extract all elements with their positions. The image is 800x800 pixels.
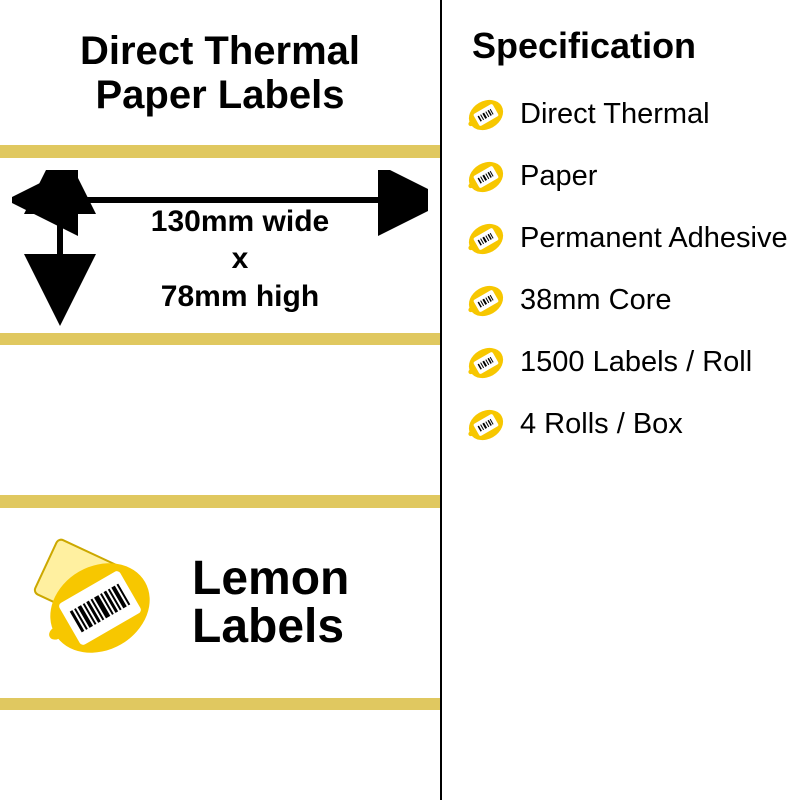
spec-item: 1500 Labels / Roll [462, 341, 790, 385]
spec-item-label: Paper [520, 160, 597, 193]
brand-name: Lemon Labels [192, 555, 349, 649]
label-gap [0, 145, 440, 158]
lemon-bullet-icon [462, 155, 510, 199]
lemon-labels-logo-icon [22, 523, 182, 683]
spec-item-label: 1500 Labels / Roll [520, 346, 752, 379]
brand-line-2: Labels [192, 600, 344, 653]
spec-item: 4 Rolls / Box [462, 403, 790, 447]
label-gap [0, 495, 440, 508]
brand-panel: Lemon Labels [0, 508, 440, 698]
specification-panel: Specification Direct Thermal Paper Perma… [440, 0, 800, 800]
brand-line-1: Lemon [192, 552, 349, 605]
spec-item-label: Permanent Adhesive [520, 222, 788, 255]
dimension-arrows-icon [12, 170, 428, 330]
spec-heading: Specification [472, 25, 790, 67]
spec-item-label: 38mm Core [520, 284, 672, 317]
title-line-1: Direct Thermal [80, 29, 360, 73]
spec-item: Permanent Adhesive [462, 217, 790, 261]
spec-list: Direct Thermal Paper Permanent Adhesive … [462, 93, 790, 447]
dimensions-panel: 130mm wide x 78mm high [0, 158, 440, 333]
spec-item-label: 4 Rolls / Box [520, 408, 683, 441]
title-panel: Direct Thermal Paper Labels [0, 0, 440, 145]
label-roll-preview: Direct Thermal Paper Labels 130mm wide x… [0, 0, 440, 800]
spec-item: 38mm Core [462, 279, 790, 323]
product-title: Direct Thermal Paper Labels [80, 29, 360, 117]
tail-label-panel [0, 710, 440, 800]
spec-item: Direct Thermal [462, 93, 790, 137]
label-gap [0, 698, 440, 711]
lemon-bullet-icon [462, 217, 510, 261]
label-gap [0, 333, 440, 346]
title-line-2: Paper Labels [95, 73, 344, 117]
lemon-bullet-icon [462, 341, 510, 385]
spec-item-label: Direct Thermal [520, 98, 710, 131]
spec-item: Paper [462, 155, 790, 199]
lemon-bullet-icon [462, 93, 510, 137]
blank-label-panel [0, 345, 440, 495]
lemon-bullet-icon [462, 279, 510, 323]
lemon-bullet-icon [462, 403, 510, 447]
